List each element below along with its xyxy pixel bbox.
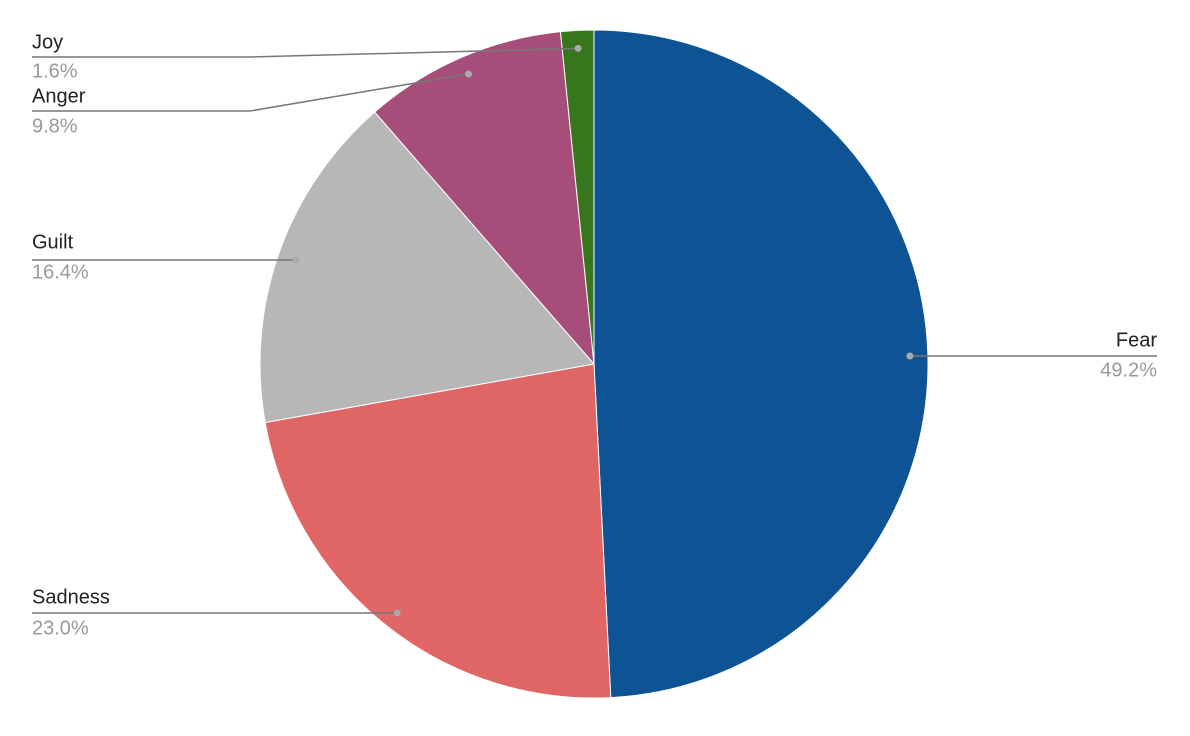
pie-slice (259, 111, 595, 424)
slice-label: Sadness (32, 586, 110, 608)
leader-dot (574, 44, 582, 52)
slice-value-label: 23.0% (32, 617, 89, 639)
slice-value-label: 49.2% (1100, 359, 1157, 381)
leader-dot (906, 352, 914, 360)
slice-value-label: 1.6% (32, 60, 78, 82)
pie-slice (593, 29, 929, 699)
slice-label: Anger (32, 85, 86, 107)
leader-dot (292, 256, 300, 264)
pie-slice (264, 363, 612, 699)
leader-dot (393, 609, 401, 617)
slice-value-label: 9.8% (32, 115, 78, 137)
leader-dot (465, 70, 473, 78)
slice-label: Joy (32, 31, 63, 53)
slice-label: Fear (1116, 329, 1157, 351)
slice-value-label: 16.4% (32, 261, 89, 283)
pie-slice (559, 29, 595, 365)
leader-line (32, 47, 579, 58)
slice-label: Guilt (32, 231, 74, 253)
pie-slice (373, 31, 595, 366)
leader-line (32, 73, 469, 112)
